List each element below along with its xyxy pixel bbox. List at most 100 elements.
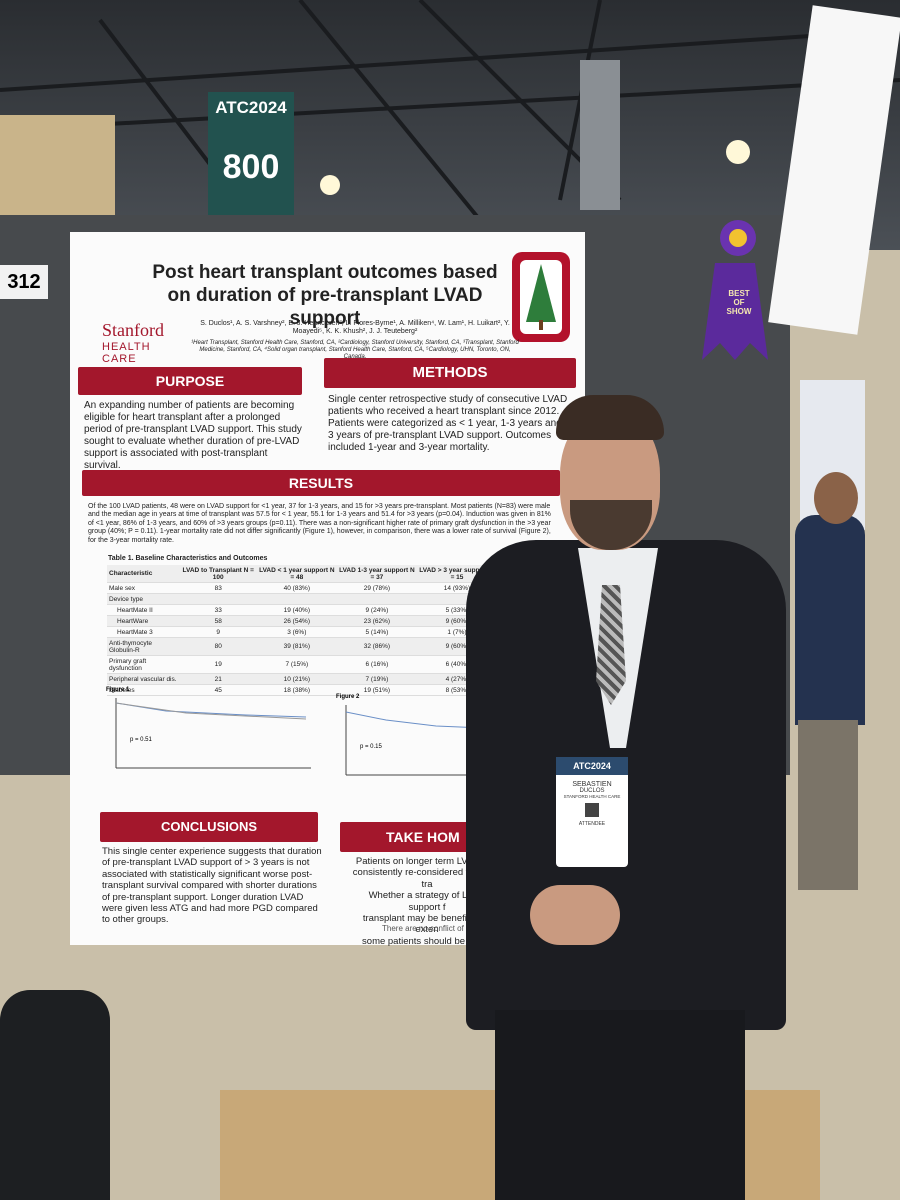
take-home-line: consistently re-considered for heart tra [352, 867, 502, 890]
table-cell: 1 (7%) [416, 626, 497, 638]
board-number: 312 [0, 265, 48, 299]
table-cell: 19 (51%) [336, 684, 417, 696]
table-cell: 10 (21%) [256, 673, 337, 685]
take-home-heading: TAKE HOM [340, 822, 490, 852]
table-cell: 33 [179, 604, 257, 616]
table-cell [416, 593, 497, 605]
table-row: Primary graft dysfunction 19 7 (15%) 6 (16%… [107, 655, 497, 674]
ribbon-text: BEST OF SHOW [726, 289, 752, 316]
table-cell: 4 (27%) [416, 673, 497, 685]
table-cell: 9 (24%) [336, 604, 417, 616]
table-row: HeartWare 58 26 (54%) 23 (62%) 9 (60%) [107, 615, 497, 627]
purpose-text: An expanding number of patients are beco… [84, 400, 302, 471]
table-row: Device type [107, 593, 497, 605]
table-cell [179, 593, 257, 605]
table-row: Peripheral vascular dis. 21 10 (21%) 7 (19%… [107, 673, 497, 685]
baseline-table: Characteristic LVAD to Transplant N = 100… [107, 565, 497, 696]
table-cell: 21 [179, 673, 257, 685]
table-cell: 9 [179, 626, 257, 638]
trousers [495, 1010, 745, 1200]
table-row: Diabetes 45 18 (38%) 19 (51%) 8 (53%) [107, 684, 497, 696]
take-home-line: some patients should be furthe [362, 935, 492, 947]
table-cell: 19 [179, 655, 257, 674]
banner-number: 800 [222, 148, 280, 186]
table-header: Characteristic LVAD to Transplant N = 100… [107, 565, 497, 583]
table-cell: 7 (15%) [256, 655, 337, 674]
table-cell [256, 593, 337, 605]
p-value: p = 0.15 [360, 744, 382, 750]
badge-org: STANFORD HEALTH CARE [563, 794, 621, 799]
badge-last: DUCLOS [579, 788, 605, 794]
table-cell: 58 [179, 615, 257, 627]
name-badge: ATC2024 SEBASTIEN DUCLOS STANFORD HEALTH… [556, 757, 628, 867]
table-cell: 29 (78%) [336, 582, 417, 594]
badge-brand: ATC2024 [556, 757, 628, 775]
results-heading: RESULTS [82, 470, 560, 496]
table-cell: 6 (16%) [336, 655, 417, 674]
survival-plot [345, 705, 485, 776]
table-cell: Device type [107, 593, 180, 605]
logo-sub: HEALTH CARE [102, 341, 151, 365]
affiliations: ¹Heart Transplant, Stanford Health Care,… [191, 340, 519, 360]
purpose-heading: PURPOSE [78, 367, 302, 395]
table-cell: 8 (53%) [416, 684, 497, 696]
table-cell: Male sex [107, 582, 180, 594]
bystander-head [814, 472, 858, 524]
poster-title: Post heart transplant outcomes based on … [152, 262, 498, 329]
table-cell: 5 (33%) [416, 604, 497, 616]
tie [596, 585, 626, 705]
table-cell: Primary graft dysfunction [107, 655, 180, 674]
poster-footer: There are no conflict of interest [382, 924, 493, 933]
table-cell: 45 [179, 684, 257, 696]
take-home-line: transplant may be beneficial in exten [362, 912, 492, 936]
table-row: Male sex 83 40 (83%) 29 (78%) 14 (93%) [107, 582, 497, 594]
table-cell: 19 (40%) [256, 604, 337, 616]
table-cell: 83 [179, 582, 257, 594]
hair [556, 395, 664, 440]
bystander-legs [798, 720, 858, 890]
results-text: Of the 100 LVAD patients, 48 were on LVA… [88, 503, 551, 544]
p-value: p = 0.51 [130, 737, 152, 743]
poster: Post heart transplant outcomes based on … [70, 232, 585, 947]
table-cell: Anti-thymocyte Globulin-R [107, 637, 180, 656]
header-cell: LVAD < 1 year support N = 48 [256, 565, 337, 583]
trusses [0, 0, 900, 232]
backpack [0, 990, 110, 1200]
table-cell: HeartMate 3 [107, 626, 180, 638]
badge-role: ATTENDEE [578, 821, 606, 827]
table-cell: Diabetes [107, 684, 180, 696]
authors: S. Duclos¹, A. S. Varshney², E. J. Henri… [200, 320, 510, 336]
header-cell: LVAD to Transplant N = 100 [179, 565, 257, 583]
stanford-logo: Stanford HEALTH CARE [74, 320, 184, 365]
table-cell: 80 [179, 637, 257, 656]
figure-label: Figure 1 [106, 687, 130, 693]
ribbon [702, 220, 768, 360]
methods-text: Single center retrospective study of con… [328, 394, 571, 453]
table-row: HeartMate II 33 19 (40%) 9 (24%) 5 (33%) [107, 604, 497, 616]
table-cell: 26 (54%) [256, 615, 337, 627]
table-cell: 5 (14%) [336, 626, 417, 638]
table-cell: 7 (19%) [336, 673, 417, 685]
survival-plot [115, 698, 311, 769]
figure-1: Figure 1 p = 0.51 [106, 687, 316, 812]
table-cell: 14 (93%) [416, 582, 497, 594]
conclusions-heading: CONCLUSIONS [100, 812, 318, 842]
header-cell: Characteristic [107, 565, 180, 583]
table-cell: 18 (38%) [256, 684, 337, 696]
methods-heading: METHODS [324, 358, 576, 388]
banner-brand: ATC2024 [215, 98, 287, 117]
hands [530, 885, 620, 945]
table-cell: 32 (86%) [336, 637, 417, 656]
take-home-line: Whether a strategy of LVAD support f [368, 890, 486, 913]
figure-2: Figure 2 p = 0.15 [336, 694, 486, 814]
table-cell: 23 (62%) [336, 615, 417, 627]
table-cell: Peripheral vascular dis. [107, 673, 180, 685]
table-cell: 40 (83%) [256, 582, 337, 594]
table-cell: 9 (60%) [416, 615, 497, 627]
logo-name: Stanford [102, 320, 164, 340]
table-row: Anti-thymocyte Globulin-R 80 39 (81%) 32 (8… [107, 637, 497, 656]
table: Characteristic LVAD to Transplant N = 100… [107, 565, 497, 696]
table-title: Table 1. Baseline Characteristics and Ou… [108, 555, 268, 562]
